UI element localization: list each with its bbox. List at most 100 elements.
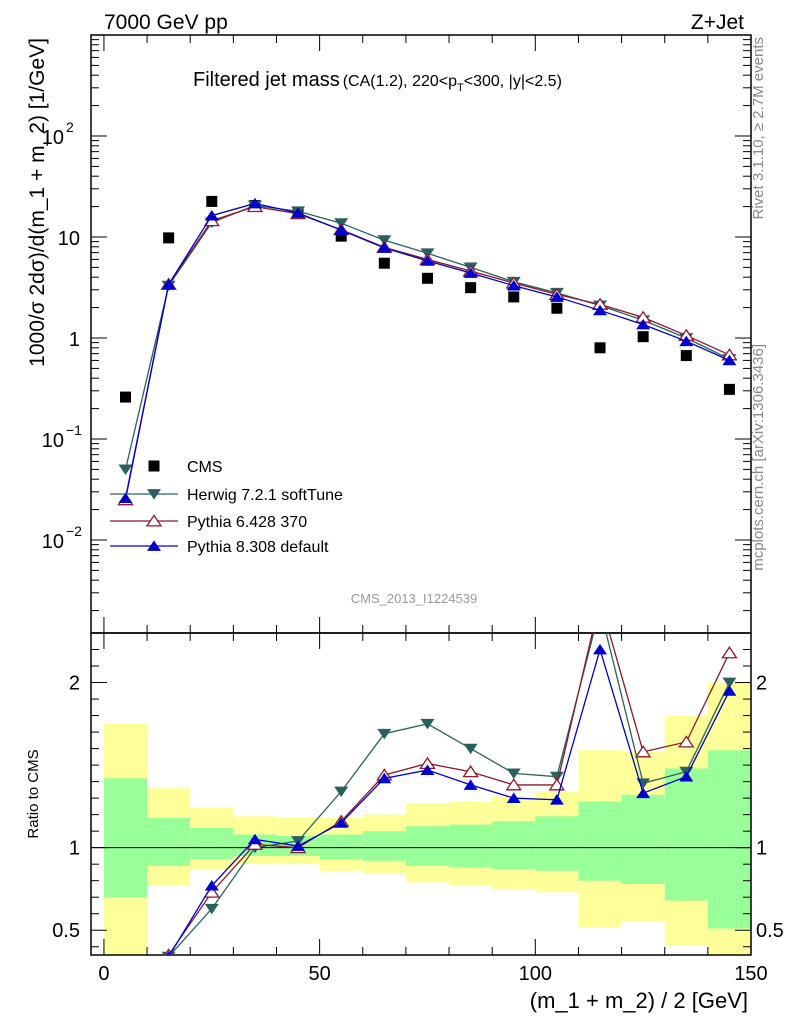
band-inner-bin (449, 824, 493, 868)
band-inner-bin (707, 750, 751, 929)
y-tick-base: 1 (69, 329, 80, 351)
data-point (722, 354, 737, 366)
data-point (505, 778, 522, 791)
y-tick-label: 10 −2 (42, 523, 82, 553)
legend-entry: Pythia 6.428 370 (110, 514, 307, 531)
data-point (334, 786, 349, 798)
y-tick-base: 10 (42, 531, 64, 553)
header-left: 7000 GeV pp (104, 11, 228, 34)
title-main: Filtered jet mass (193, 69, 340, 91)
x-tick-label: 150 (734, 963, 767, 985)
data-point (204, 209, 219, 221)
data-point (334, 224, 349, 236)
side-label-bottom: mcplots.cern.ch [arXiv:1306.3436] (750, 344, 767, 571)
series-pythia-8-308-default (119, 643, 737, 1002)
main-series (117, 195, 738, 506)
watermark: CMS_2013_I1224539 (351, 591, 478, 606)
data-point (291, 207, 306, 218)
legend: CMS Herwig 7.2.1 softTune Pythia 6.428 370… (110, 459, 343, 556)
data-point (291, 840, 306, 851)
ratio-tick-label-right: 0.5 (756, 920, 784, 942)
data-point (377, 235, 392, 246)
data-point (421, 272, 433, 284)
main-y-label: 1000/σ 2dσ)/d(m_1 + m_2) [1/GeV] (26, 38, 49, 367)
data-point (204, 880, 219, 891)
legend-entry: Herwig 7.2.1 softTune (110, 487, 343, 504)
band-inner-bin (578, 801, 622, 881)
data-point (463, 779, 478, 790)
data-point (506, 792, 521, 804)
title-sub-3: <300, |y|<2.5) (464, 73, 562, 90)
band-inner-bin (535, 816, 579, 871)
data-point (722, 677, 737, 689)
y-tick-exp: −2 (66, 523, 82, 539)
data-point (420, 718, 435, 730)
band-inner-bin (319, 834, 363, 860)
data-point (679, 771, 694, 782)
series-line (124, 202, 730, 499)
y-tick-label: 10 2 (42, 119, 74, 149)
data-point (593, 603, 607, 614)
data-point (636, 787, 651, 799)
band-inner-bin (621, 794, 665, 884)
data-point (463, 267, 478, 278)
data-point (721, 646, 738, 659)
legend-entry: Pythia 8.308 default (110, 539, 329, 556)
data-point (508, 291, 520, 303)
y-tick-exp: 2 (66, 119, 74, 135)
data-point (594, 342, 606, 354)
data-point (119, 991, 133, 1002)
data-point (549, 291, 564, 302)
band-inner-bin (147, 817, 191, 866)
data-point (722, 685, 737, 696)
legend-marker (148, 460, 160, 472)
x-axis-label: (m_1 + m_2) / 2 [GeV] (530, 988, 748, 1013)
data-point (551, 302, 563, 314)
data-point (462, 764, 479, 778)
data-point (119, 991, 133, 1002)
main-y-ticks (91, 34, 751, 612)
ratio-tick-label-left: 0.5 (52, 920, 80, 942)
x-tick-label: 100 (519, 963, 552, 985)
band-inner-bin (405, 826, 450, 866)
legend-label: Pythia 8.308 default (187, 539, 329, 556)
data-point (247, 833, 262, 845)
band-inner-bin (492, 821, 536, 870)
x-ticks (103, 35, 752, 955)
data-point (506, 768, 521, 779)
legend-label: CMS (187, 459, 223, 476)
data-point (593, 594, 607, 605)
data-point (549, 771, 564, 783)
ratio-series (119, 594, 738, 1002)
data-point (593, 643, 608, 655)
data-point (637, 331, 649, 343)
ratio-tick-label-left: 2 (69, 673, 80, 695)
data-point (377, 728, 392, 740)
band-inner-bin (664, 768, 708, 901)
data-point (118, 464, 133, 476)
x-tick-label: 0 (98, 963, 109, 985)
data-point (679, 335, 694, 347)
y-tick-base: 10 (58, 228, 80, 250)
band-inner-bin (362, 831, 406, 861)
ratio-frame (90, 632, 752, 956)
data-point (506, 280, 521, 291)
ratio-tick-label-right: 1 (756, 838, 767, 860)
data-point (334, 817, 349, 828)
data-point (634, 745, 652, 758)
ratio-y-ticks (91, 649, 751, 948)
data-point (166, 951, 172, 955)
legend-label: Pythia 6.428 370 (187, 514, 307, 531)
data-point (120, 391, 132, 403)
data-point (593, 304, 608, 316)
data-point (636, 318, 651, 330)
data-point (335, 230, 347, 242)
ratio-tick-label-right: 2 (756, 673, 767, 695)
x-tick-label: 50 (309, 963, 331, 985)
data-point (549, 794, 564, 805)
data-point (463, 743, 478, 755)
legend-marker (147, 540, 161, 551)
data-point (377, 772, 392, 784)
legend-label: Herwig 7.2.1 softTune (187, 487, 343, 504)
